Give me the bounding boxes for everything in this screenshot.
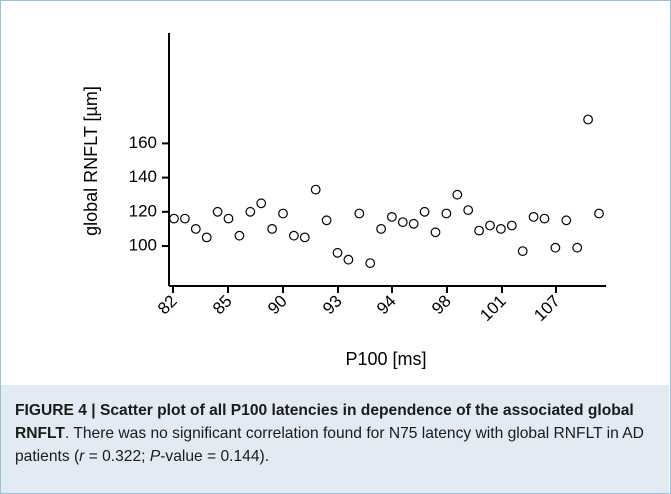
data-point [234,230,245,241]
data-point [452,189,463,200]
scatter-plot: 100 120 140 160 82 85 90 93 94 98 101 107 global R… [81,33,606,369]
data-point [583,114,593,125]
data-point [267,223,278,234]
data-point [474,225,485,236]
data-point [397,217,408,228]
x-tick-label: 107 [530,291,563,324]
data-point [310,184,321,195]
x-tick-label: 82 [154,291,181,318]
x-axis-label: P100 [ms] [345,349,426,369]
y-ticks: 100 120 140 160 [129,133,169,254]
data-point [343,254,354,265]
data-point [212,206,223,217]
data-point [517,246,528,257]
y-tick-label: 100 [129,235,157,254]
data-point [223,213,234,224]
data-point [528,211,539,222]
x-tick-label: 93 [319,291,346,318]
data-point [561,215,572,226]
data-point [387,211,397,222]
data-point [463,205,474,216]
caption-text: . There was no significant correlation f… [15,425,644,465]
data-point [506,220,517,231]
data-point [179,213,190,224]
y-tick-label: 120 [129,201,157,220]
figure-caption: FIGURE 4 | Scatter plot of all P100 late… [1,385,669,493]
x-tick-label: 94 [373,291,400,318]
data-point [190,223,201,234]
data-points [169,114,604,269]
data-point [550,242,561,253]
data-point [169,213,179,224]
data-point [256,198,267,209]
x-tick-label: 90 [264,291,291,318]
data-point [430,227,441,238]
caption-r-symbol: r [79,448,85,465]
x-ticks: 82 85 90 93 94 98 101 107 [154,286,564,325]
data-point [332,247,343,258]
data-point [496,223,506,234]
data-point [354,208,365,219]
y-tick-label: 160 [129,133,157,152]
caption-figure-label: FIGURE 4 | Scatter plot of all P100 late… [15,402,634,442]
caption-r-value: = 0.322; [84,448,150,465]
data-point [289,230,299,241]
x-tick-label: 85 [209,291,236,318]
x-tick-label: 98 [428,291,455,318]
data-point [278,208,288,219]
x-tick-label: 101 [476,291,509,324]
data-point [539,213,550,224]
y-axis-label: global RNFLT [µm] [81,86,101,236]
data-point [245,206,256,217]
data-point [408,218,419,229]
data-point [321,215,332,226]
caption-p-value: -value = 0.144). [160,448,270,465]
data-point [485,220,495,231]
caption-p-symbol: P [149,448,161,465]
data-point [419,206,430,217]
data-point [365,258,376,269]
data-point [376,223,387,234]
data-point [572,242,583,253]
y-tick-label: 140 [129,167,157,186]
data-point [299,232,310,243]
data-point [201,232,212,243]
data-point [441,208,452,219]
data-point [594,208,604,219]
